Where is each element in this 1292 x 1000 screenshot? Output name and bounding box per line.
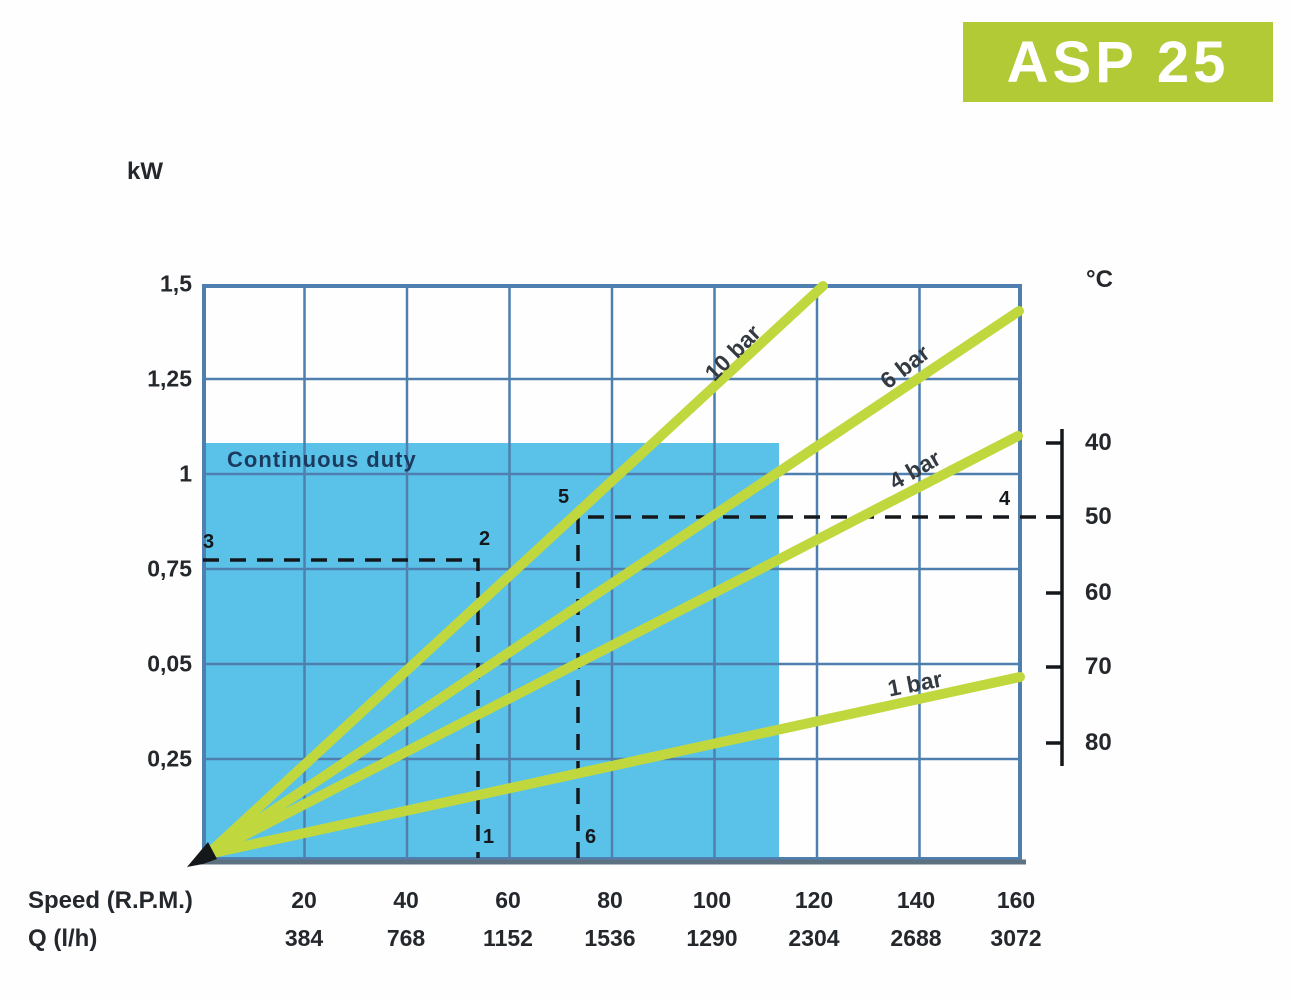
- speed-120: 120: [794, 887, 834, 913]
- y-tick-0-25: 0,25: [147, 745, 192, 772]
- temp-tick-50: 50: [1085, 503, 1112, 530]
- q-768: 768: [386, 925, 426, 951]
- q-1290: 1290: [686, 925, 738, 951]
- y-tick-0-05: 0,05: [147, 650, 192, 677]
- continuous-duty-label: Continuous duty: [227, 447, 417, 472]
- speed-row-label: Speed (R.P.M.): [28, 887, 193, 914]
- temp-tick-70: 70: [1085, 653, 1112, 680]
- q-384: 384: [284, 925, 324, 951]
- point-label-1: 1: [483, 826, 495, 848]
- speed-100: 100: [692, 887, 732, 913]
- q-2304: 2304: [788, 925, 840, 951]
- flow-row-label: Q (l/h): [28, 925, 98, 952]
- guide-b-dashed: [576, 515, 1060, 858]
- q-1536: 1536: [584, 925, 636, 951]
- point-label-2: 2: [479, 528, 491, 550]
- origin-arrow-icon: [187, 842, 217, 867]
- y-tick-1-25: 1,25: [147, 365, 192, 392]
- speed-40: 40: [393, 887, 419, 913]
- y-tick-0-75: 0,75: [147, 555, 192, 582]
- temperature-axis: [1046, 429, 1064, 766]
- point-label-4: 4: [999, 488, 1011, 510]
- y-axis-unit-label: kW: [127, 158, 163, 185]
- speed-140: 140: [896, 887, 936, 913]
- model-badge: ASP 25: [963, 22, 1273, 102]
- point-label-6: 6: [585, 826, 597, 848]
- plot-border: [202, 284, 1022, 861]
- speed-20: 20: [291, 887, 317, 913]
- temp-tick-40: 40: [1085, 429, 1112, 456]
- speed-80: 80: [597, 887, 623, 913]
- q-1152: 1152: [483, 925, 533, 951]
- y-tick-1-5: 1,5: [160, 270, 192, 297]
- speed-60: 60: [495, 887, 521, 913]
- guide-a-dashed: [203, 558, 480, 858]
- point-label-3: 3: [203, 531, 215, 553]
- q-3072: 3072: [990, 925, 1042, 951]
- y-tick-1: 1: [179, 460, 192, 487]
- point-label-5: 5: [558, 486, 570, 508]
- curve-10bar: [203, 281, 828, 859]
- temp-tick-60: 60: [1085, 579, 1112, 606]
- right-axis-unit-label: °C: [1086, 266, 1113, 293]
- q-2688: 2688: [890, 925, 942, 951]
- temp-tick-80: 80: [1085, 729, 1112, 756]
- curve-4bar: [203, 431, 1023, 859]
- curve-1bar: [203, 672, 1025, 859]
- speed-160: 160: [996, 887, 1036, 913]
- curve-6bar: [203, 306, 1024, 859]
